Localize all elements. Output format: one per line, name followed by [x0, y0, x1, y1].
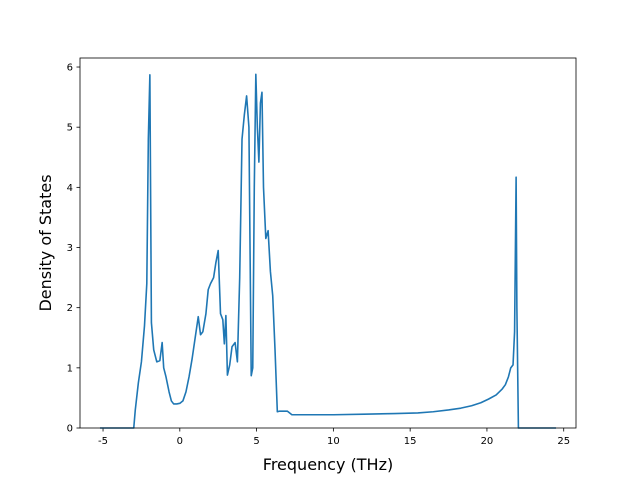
plot-frame	[79, 57, 577, 429]
y-tick-label: 2	[67, 303, 73, 314]
plot-background	[80, 58, 576, 428]
y-tick-label: 5	[67, 123, 73, 134]
ticks-layer: -5 0 5 10 15 20 25 0 1 2 3 4 5 6	[67, 63, 570, 447]
y-tick-label: 0	[67, 424, 73, 435]
y-tick-label: 4	[67, 183, 73, 194]
x-tick-label: 15	[404, 436, 417, 447]
series-line	[99, 73, 557, 429]
x-tick-label: 20	[481, 436, 494, 447]
x-tick-label: -5	[98, 436, 108, 447]
series-layer	[99, 73, 557, 429]
x-tick-label: 0	[177, 436, 183, 447]
x-tick-label: 25	[557, 436, 570, 447]
x-tick-label: 10	[327, 436, 340, 447]
y-axis-label: Density of States	[36, 174, 55, 311]
y-tick-label: 6	[67, 63, 73, 74]
x-tick-label: 5	[253, 436, 259, 447]
y-tick-label: 1	[67, 363, 73, 374]
x-axis-label: Frequency (THz)	[263, 455, 393, 474]
y-tick-label: 3	[67, 243, 73, 254]
